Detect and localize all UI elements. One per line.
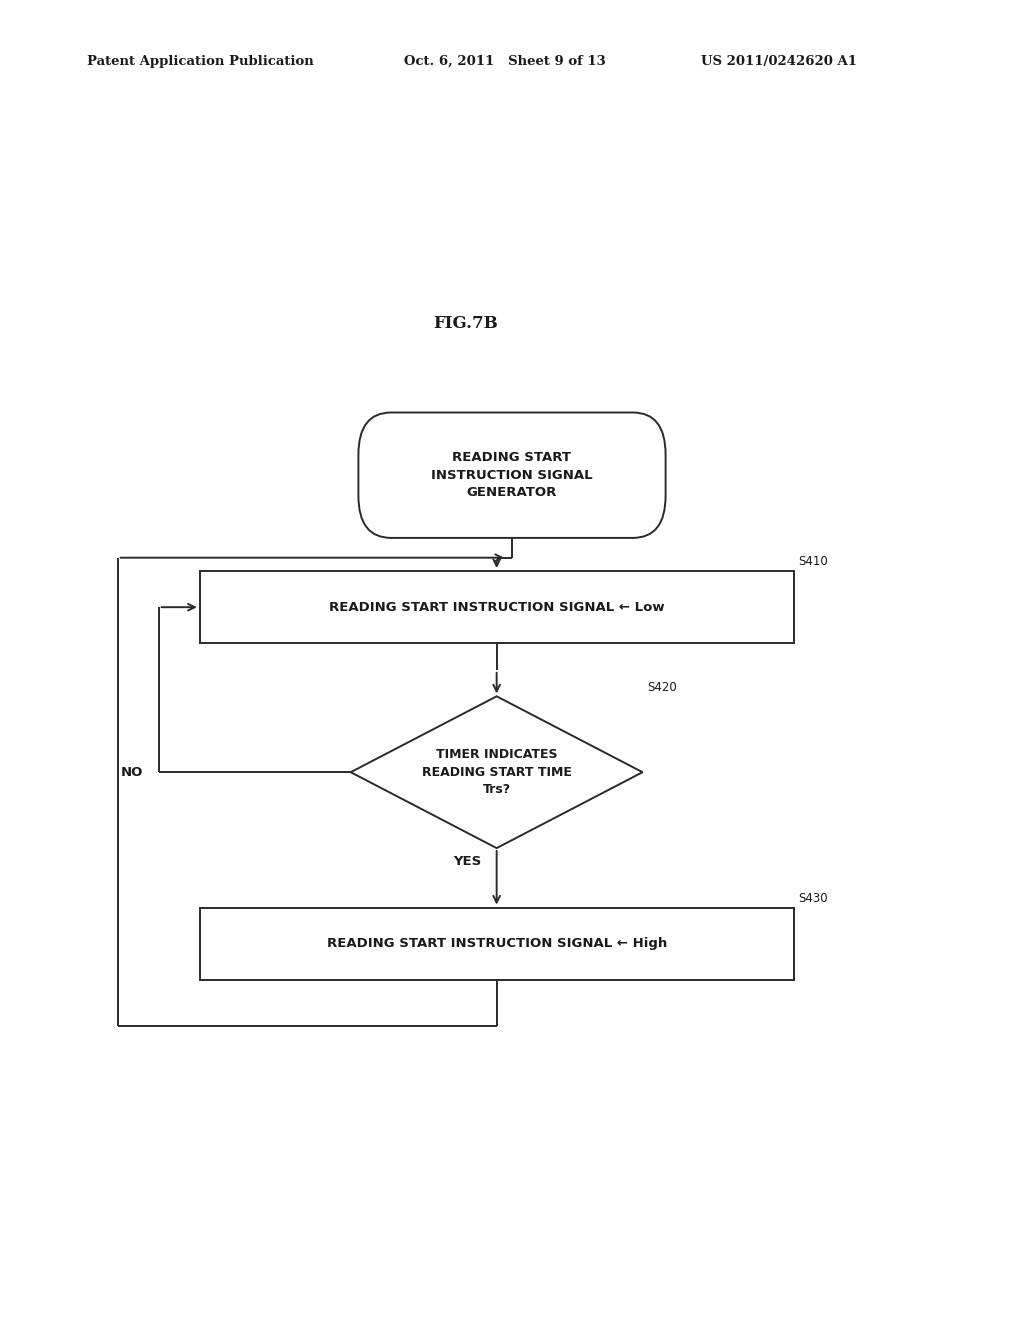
- Text: READING START INSTRUCTION SIGNAL ← High: READING START INSTRUCTION SIGNAL ← High: [327, 937, 667, 950]
- Bar: [200, 570, 794, 643]
- FancyBboxPatch shape: [358, 412, 666, 539]
- Text: YES: YES: [453, 855, 481, 867]
- Text: US 2011/0242620 A1: US 2011/0242620 A1: [701, 55, 857, 67]
- Polygon shape: [350, 697, 643, 849]
- Text: S430: S430: [799, 892, 828, 906]
- Text: Oct. 6, 2011   Sheet 9 of 13: Oct. 6, 2011 Sheet 9 of 13: [404, 55, 606, 67]
- Text: NO: NO: [121, 766, 143, 779]
- Text: FIG.7B: FIG.7B: [433, 315, 499, 331]
- Text: S410: S410: [799, 556, 828, 568]
- Text: READING START INSTRUCTION SIGNAL ← Low: READING START INSTRUCTION SIGNAL ← Low: [329, 601, 665, 614]
- Text: READING START
INSTRUCTION SIGNAL
GENERATOR: READING START INSTRUCTION SIGNAL GENERAT…: [431, 451, 593, 499]
- Text: S420: S420: [647, 681, 678, 694]
- Text: Patent Application Publication: Patent Application Publication: [87, 55, 313, 67]
- Bar: [200, 908, 794, 979]
- Text: TIMER INDICATES
READING START TIME
Trs?: TIMER INDICATES READING START TIME Trs?: [422, 748, 571, 796]
